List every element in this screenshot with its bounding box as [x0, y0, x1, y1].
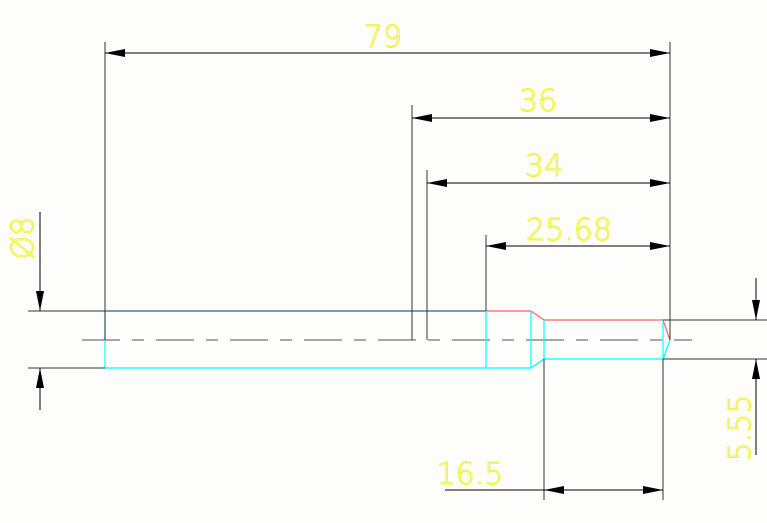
dim-5-55-label: 5.55 — [723, 395, 758, 462]
dim-36-label: 36 — [519, 84, 557, 119]
extension-lines — [28, 42, 767, 500]
dim-25-68-label: 25.68 — [526, 213, 612, 248]
dim-34-label: 34 — [525, 149, 563, 184]
dim-79-label: 79 — [364, 20, 402, 55]
dim-diameter-label: Ø8 — [6, 217, 41, 260]
dimension-lines — [36, 49, 760, 494]
shaft-outline — [104, 310, 671, 369]
dim-16-5-label: 16.5 — [437, 457, 504, 492]
